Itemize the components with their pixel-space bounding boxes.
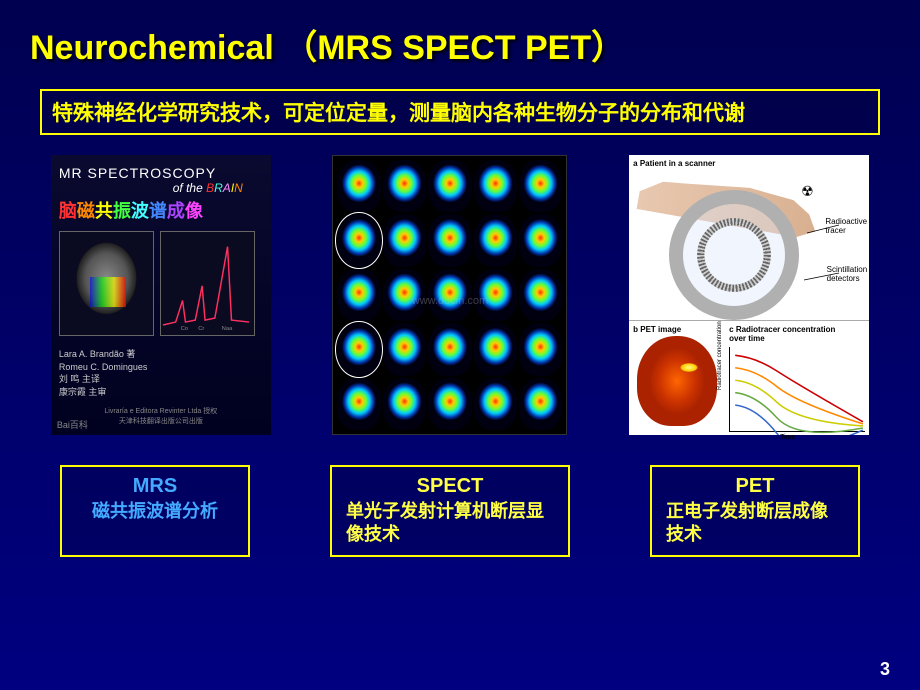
annot-tracer: Radioactive tracer (825, 217, 867, 235)
book-publisher: Livraría e Editora Revinter Ltda 授权 天津科技… (59, 406, 263, 426)
pet-image-panel-b: b PET image (629, 321, 725, 435)
spect-brain-cell (519, 160, 562, 212)
labels-row: MRS 磁共振波谱分析 SPECT 单光子发射计算机断层显像技术 PET 正电子… (0, 465, 920, 557)
spectrum-graph: Co Cr Naa (160, 231, 255, 336)
spect-brain-grid: www.docin.com (332, 155, 567, 435)
spect-brain-cell (519, 378, 562, 430)
spect-brain-cell (337, 323, 380, 375)
book-title-cn: 脑磁共振波谱成像 (59, 197, 263, 223)
spect-brain-cell (428, 214, 471, 266)
pet-image-panel: a Patient in a scanner ☢ Radioactive tra… (629, 155, 869, 435)
spect-brain-cell (383, 378, 426, 430)
svg-text:Naa: Naa (222, 326, 233, 332)
spect-brain-cell (337, 269, 380, 321)
slide-title: Neurochemical （MRS SPECT PET） (0, 0, 920, 69)
spect-label-box: SPECT 单光子发射计算机断层显像技术 (330, 465, 570, 557)
spect-desc: 单光子发射计算机断层显像技术 (346, 500, 554, 547)
spect-brain-cell (337, 378, 380, 430)
pet-label-c: c Radiotracer concentration over time (729, 325, 865, 343)
spect-brain-cell (383, 323, 426, 375)
spect-brain-cell (519, 214, 562, 266)
spect-brain-cell (474, 160, 517, 212)
book-title-en2: of the BRAIN (59, 181, 263, 195)
spect-brain-cell (383, 269, 426, 321)
spect-title: SPECT (346, 475, 554, 498)
mrs-title: MRS (76, 475, 234, 498)
spect-brain-cell (519, 269, 562, 321)
mrs-label-box: MRS 磁共振波谱分析 (60, 465, 250, 557)
spect-brain-cell (383, 214, 426, 266)
pet-diagram: a Patient in a scanner ☢ Radioactive tra… (629, 155, 869, 435)
spect-brain-cell (383, 160, 426, 212)
spect-brain-cell (519, 323, 562, 375)
spect-brain-cell (474, 269, 517, 321)
spect-brain-cell (428, 269, 471, 321)
spect-brain-cell (337, 214, 380, 266)
y-axis-label: Radiotracer concentration (717, 321, 723, 390)
spect-brain-cell (337, 160, 380, 212)
spect-brain-cell (474, 214, 517, 266)
svg-text:Co: Co (180, 326, 188, 332)
book-cover: MR SPECTROSCOPY of the BRAIN 脑磁共振波谱成像 Co… (51, 155, 271, 435)
pet-label-box: PET 正电子发射断层成像技术 (650, 465, 860, 557)
mrs-image-panel: MR SPECTROSCOPY of the BRAIN 脑磁共振波谱成像 Co… (51, 155, 271, 435)
pet-scanner-panel: a Patient in a scanner ☢ Radioactive tra… (629, 155, 869, 320)
pet-title: PET (666, 475, 844, 498)
pet-label-b: b PET image (633, 325, 721, 334)
pet-desc: 正电子发射断层成像技术 (666, 500, 844, 547)
annot-detectors: Scintillation detectors (827, 265, 867, 283)
decay-graph: Radiotracer concentration Time (729, 347, 865, 432)
svg-text:Cr: Cr (198, 326, 204, 332)
x-axis-label: Time (780, 434, 795, 441)
spect-image-panel: www.docin.com (332, 155, 567, 435)
subtitle-box: 特殊神经化学研究技术，可定位定量，测量脑内各种生物分子的分布和代谢 (40, 89, 880, 135)
pet-brain-image (637, 336, 717, 426)
images-row: MR SPECTROSCOPY of the BRAIN 脑磁共振波谱成像 Co… (0, 155, 920, 435)
spect-brain-cell (428, 378, 471, 430)
book-authors: Lara A. Brandão 著 Romeu C. Domingues 刘 鸣… (59, 348, 263, 398)
page-number: 3 (880, 659, 890, 680)
pet-graph-panel: c Radiotracer concentration over time Ra… (725, 321, 869, 435)
brain-thumbnail (59, 231, 154, 336)
spect-brain-cell (474, 323, 517, 375)
spect-brain-cell (428, 323, 471, 375)
book-title-en1: MR SPECTROSCOPY (59, 165, 263, 181)
mrs-desc: 磁共振波谱分析 (76, 500, 234, 523)
spect-brain-cell (474, 378, 517, 430)
spect-brain-cell (428, 160, 471, 212)
baidu-logo: Bai百科 (57, 418, 88, 431)
